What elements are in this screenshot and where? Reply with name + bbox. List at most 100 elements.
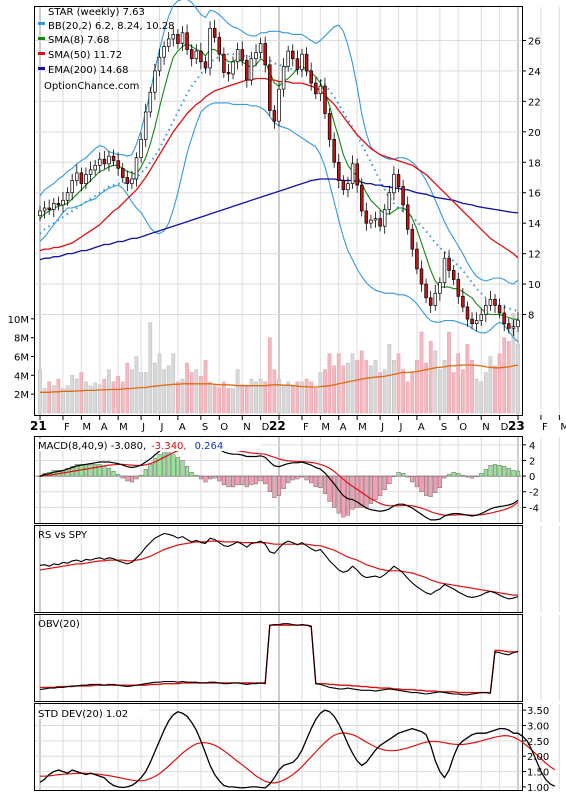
volume-bar-63	[327, 353, 332, 414]
obv-lines	[39, 623, 519, 696]
volume-bar-84	[424, 362, 428, 414]
volume-bar-75	[382, 369, 387, 414]
volume-bar-83	[419, 331, 424, 414]
price-tick-label-0: 8	[528, 311, 534, 322]
macd-hist-bar-39	[217, 475, 222, 482]
candle-body-39	[217, 37, 222, 55]
bb-upper-line	[39, 0, 519, 285]
date-label-22: N	[482, 422, 489, 433]
macd-hist-bar-100	[497, 465, 502, 477]
volume-bar-72	[369, 365, 373, 414]
macd-hist-bar-14	[102, 466, 107, 477]
macd-hist-bar-69	[355, 475, 360, 508]
volume-bar-64	[332, 365, 336, 414]
volume-bar-11	[88, 385, 93, 414]
macd-hist-bar-52	[277, 475, 282, 496]
volume-bar-73	[373, 360, 378, 414]
volume-bar-20	[130, 369, 134, 414]
macd-hist-bar-60	[313, 475, 318, 488]
volume-bar-103	[511, 312, 516, 414]
volume-bar-17	[116, 376, 120, 414]
volume-bar-7	[70, 375, 75, 414]
rs-grid	[39, 526, 560, 612]
volume-bar-46	[249, 378, 254, 414]
macd-hist-bar-28	[166, 452, 171, 477]
volume-bar-96	[479, 381, 484, 414]
date-label-26: M	[560, 422, 566, 433]
macd-label: MACD(8,40,9) -3.080, -3.340, 0.264	[38, 441, 223, 452]
candle-body-41	[226, 72, 231, 75]
macd-hist-bar-71	[364, 475, 369, 508]
volume-bar-61	[318, 372, 323, 414]
date-label-5: J	[141, 422, 145, 433]
volume-bar-77	[392, 360, 396, 414]
macd-hist-bar-76	[387, 475, 392, 485]
macd-hist-bar-36	[203, 475, 208, 483]
macd-hist-bar-41	[226, 475, 231, 488]
candle-body-65	[337, 161, 341, 181]
volume-bar-82	[415, 360, 419, 414]
volume-bar-41	[226, 388, 231, 414]
macd-hist-bar-61	[318, 475, 323, 489]
macd-hist-bar-94	[470, 475, 475, 479]
volume-bar-92	[460, 369, 465, 414]
macd-hist-bar-104	[516, 470, 521, 477]
volume-bar-97	[483, 372, 488, 414]
candlesticks	[38, 19, 520, 336]
macd-axis: 4 2 0 -2 -4	[522, 441, 539, 514]
date-label-13: F	[303, 422, 309, 433]
macd-hist-bar-98	[488, 465, 493, 477]
volume-bar-21	[134, 356, 139, 414]
date-label-15: A	[340, 422, 347, 433]
volume-axis: 2M 4M 6M 8M 10M	[8, 315, 35, 401]
macd-hist-bar-73	[373, 475, 378, 500]
candle-body-77	[392, 174, 396, 194]
candle-body-22	[139, 139, 143, 159]
volume-bar-27	[162, 369, 166, 414]
volume-bar-8	[74, 378, 79, 414]
date-label-20: S	[441, 422, 447, 433]
macd-hist-bar-27	[162, 452, 167, 477]
macd-hist-bar-26	[157, 454, 162, 477]
rs-panel: RS vs SPY	[34, 525, 560, 613]
volume-bar-89	[447, 331, 451, 414]
volume-bars	[38, 312, 520, 414]
price-tick-label-3: 14	[528, 219, 541, 230]
candle-body-1	[42, 207, 47, 212]
candle-body-92	[461, 295, 465, 308]
macd-hist-bar-17	[116, 473, 121, 477]
volume-bar-71	[364, 360, 369, 414]
macd-hist-bar-25	[152, 458, 158, 477]
macd-hist-bar-74	[378, 475, 383, 496]
macd-line	[39, 441, 519, 521]
macd-hist-bar-35	[198, 475, 203, 480]
macd-tick-label-3: -2	[529, 488, 539, 499]
candle-body-10	[84, 174, 88, 184]
std-lines	[39, 709, 556, 789]
legend-ema200: EMA(200) 14.68	[48, 65, 128, 76]
volume-bar-57	[300, 381, 304, 414]
date-label-16: M	[358, 422, 367, 433]
volume-bar-44	[240, 384, 245, 414]
candle-body-81	[410, 228, 415, 250]
sma50-line	[39, 77, 519, 259]
date-label-24: 23	[508, 419, 525, 433]
candle-body-61	[318, 85, 323, 95]
macd-hist-bar-19	[125, 475, 130, 482]
volume-bar-70	[359, 350, 364, 414]
macd-hist-bar-21	[134, 475, 139, 480]
macd-hist-bar-101	[502, 466, 507, 477]
volume-bar-62	[323, 369, 327, 414]
macd-hist-bar-88	[442, 475, 447, 479]
candle-body-53	[281, 65, 286, 90]
macd-hist-bar-86	[433, 475, 438, 493]
candle-body-33	[189, 49, 194, 60]
volume-bar-94	[470, 360, 474, 414]
ema200-line	[39, 178, 519, 261]
macd-hist-bar-13	[97, 464, 102, 477]
candle-body-27	[162, 46, 166, 58]
macd-hist-bar-75	[382, 475, 387, 491]
volume-average-line	[40, 364, 519, 393]
macd-hist-bar-40	[221, 475, 226, 486]
candle-body-23	[143, 111, 148, 140]
